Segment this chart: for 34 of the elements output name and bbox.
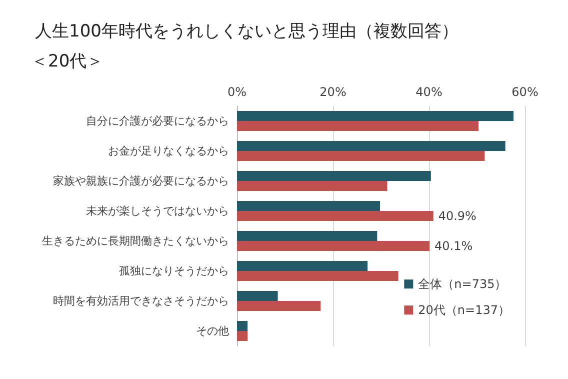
y-tick-label: その他 [196, 324, 229, 338]
chart-title: 人生100年時代をうれしくないと思う理由（複数回答） [35, 22, 458, 42]
y-tick-label: 未来が楽しそうではないから [86, 204, 229, 218]
y-tick-label: 孤独になりそうだから [119, 264, 229, 278]
bar [237, 291, 278, 301]
bar [237, 171, 431, 181]
bar [237, 111, 514, 121]
x-tick-label: 0% [227, 85, 247, 99]
bar [237, 141, 506, 151]
bar [237, 181, 388, 191]
bar [237, 331, 248, 341]
bar [237, 121, 478, 131]
x-tick-label: 60% [512, 85, 538, 99]
bar [237, 201, 380, 211]
bar [237, 261, 368, 271]
text: ＜20代＞ [31, 52, 104, 72]
x-tick-label: 40% [416, 85, 442, 99]
legend-label: 全体（n=735） [418, 277, 507, 291]
y-tick-label: 時間を有効活用できなさそうだから [53, 294, 229, 308]
y-tick-label: 自分に介護が必要になるから [86, 114, 229, 128]
bar [237, 321, 248, 331]
bar [237, 301, 321, 311]
data-label: 40.9% [438, 209, 476, 223]
bar [237, 241, 430, 251]
legend-label: 20代（n=137） [418, 303, 510, 317]
bar [237, 271, 398, 281]
data-label: 40.1% [434, 239, 473, 253]
y-tick-label: 家族や親族に介護が必要になるから [53, 174, 229, 188]
y-tick-label: お金が足りなくなるから [108, 144, 229, 158]
bar [237, 231, 378, 241]
y-tick-label: 生きるために長期間働きたくないから [42, 234, 229, 248]
x-tick-label: 20% [320, 85, 346, 99]
bar [237, 211, 434, 221]
bar [237, 151, 485, 161]
